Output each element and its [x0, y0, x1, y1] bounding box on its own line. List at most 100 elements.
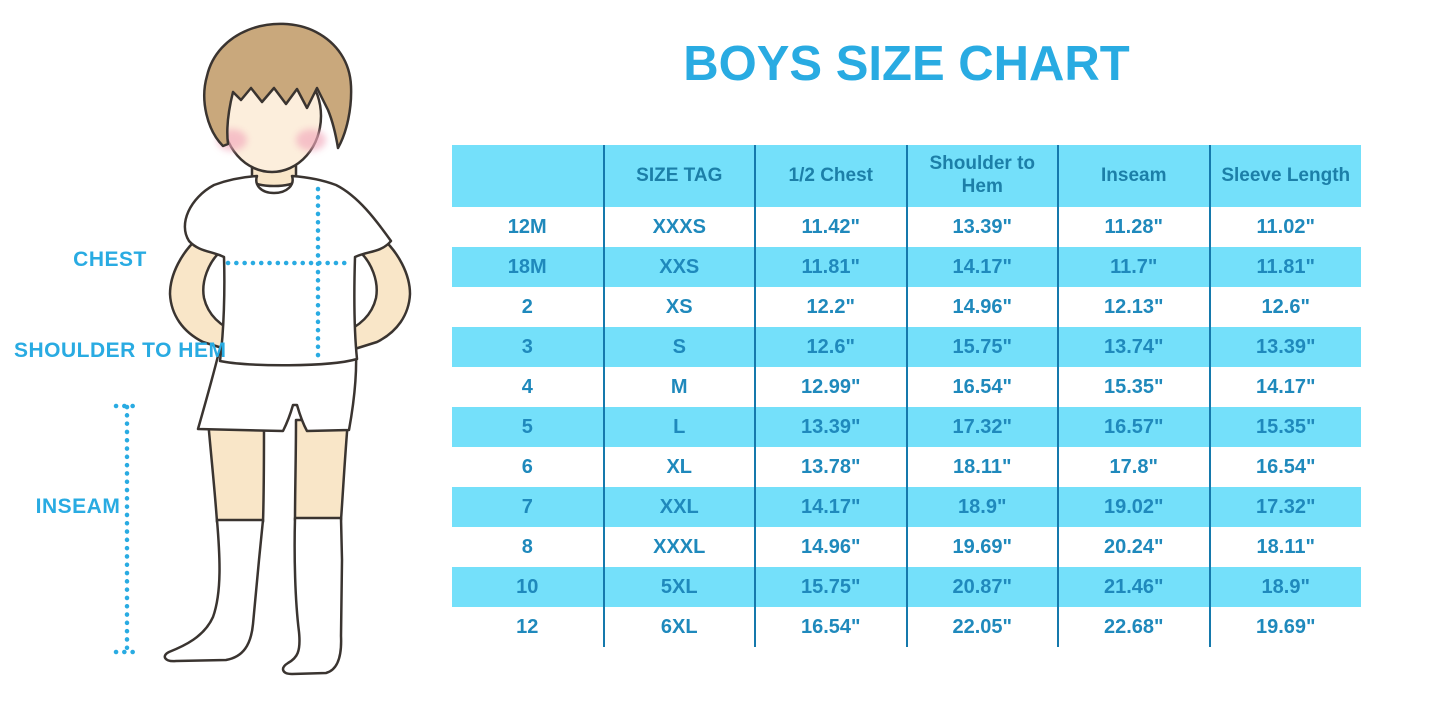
- table-cell: 18M: [452, 247, 604, 287]
- table-cell: 20.87": [905, 567, 1058, 607]
- table-cell: 18.11": [1208, 527, 1361, 567]
- boy-figure-svg: [113, 22, 412, 676]
- table-cell: 19.69": [905, 527, 1058, 567]
- header-row: SIZE TAG 1/2 Chest Shoulder to Hem Inseam Sl…: [452, 145, 1361, 207]
- table-cell: 13.39": [1208, 327, 1361, 367]
- table-cell: 14.96": [905, 287, 1058, 327]
- table-cell: 4: [452, 367, 604, 407]
- table-cell: 18.9": [1208, 567, 1361, 607]
- table-cell: S: [602, 327, 755, 367]
- table-cell: 17.8": [1057, 447, 1210, 487]
- table-cell: 11.7": [1057, 247, 1210, 287]
- table-cell: L: [602, 407, 755, 447]
- table-cell: 20.24": [1057, 527, 1210, 567]
- table-cell: 17.32": [1208, 487, 1361, 527]
- table-cell: 14.96": [754, 527, 907, 567]
- table-cell: 12.99": [754, 367, 907, 407]
- table-cell: 15.35": [1208, 407, 1361, 447]
- table-row: 5 L 13.39" 17.32" 16.57" 15.35": [452, 407, 1361, 447]
- table-cell: 7: [452, 487, 604, 527]
- table-cell: 16.54": [905, 367, 1058, 407]
- table-cell: 11.81": [754, 247, 907, 287]
- column-header: Inseam: [1057, 145, 1210, 207]
- column-header: [452, 145, 604, 207]
- table-cell: 22.68": [1057, 607, 1210, 647]
- table-cell: 15.75": [905, 327, 1058, 367]
- column-header: Sleeve Length: [1208, 145, 1361, 207]
- table-cell: 12.2": [754, 287, 907, 327]
- table-row: 8 XXXL 14.96" 19.69" 20.24" 18.11": [452, 527, 1361, 567]
- left-thigh: [206, 418, 266, 524]
- table-cell: 3: [452, 327, 604, 367]
- shoulder-to-hem-label: SHOULDER TO HEM: [14, 339, 227, 362]
- table-cell: 12M: [452, 207, 604, 247]
- table-cell: 17.32": [905, 407, 1058, 447]
- table-row: 10 5XL 15.75" 20.87" 21.46" 18.9": [452, 567, 1361, 607]
- table-cell: 21.46": [1057, 567, 1210, 607]
- inseam-label: INSEAM: [35, 495, 121, 518]
- chest-label: CHEST: [73, 248, 147, 271]
- left-sock: [163, 518, 265, 663]
- column-header: SIZE TAG: [602, 145, 755, 207]
- table-cell: 6: [452, 447, 604, 487]
- table-cell: 16.54": [1208, 447, 1361, 487]
- boy-figure-illustration: CHEST SHOULDER TO HEM INSEAM: [0, 0, 445, 723]
- table-cell: XXL: [602, 487, 755, 527]
- table-cell: 15.35": [1057, 367, 1210, 407]
- table-cell: 18.9": [905, 487, 1058, 527]
- table-row: 3 S 12.6" 15.75" 13.74" 13.39": [452, 327, 1361, 367]
- table-cell: 13.74": [1057, 327, 1210, 367]
- t-shirt: [183, 174, 393, 367]
- table-cell: 5: [452, 407, 604, 447]
- right-thigh: [293, 418, 350, 522]
- table-cell: 11.02": [1208, 207, 1361, 247]
- table-cell: 13.78": [754, 447, 907, 487]
- hair: [203, 22, 353, 150]
- table-cell: XL: [602, 447, 755, 487]
- table-row: 18M XXS 11.81" 14.17" 11.7" 11.81": [452, 247, 1361, 287]
- table-cell: 8: [452, 527, 604, 567]
- table-cell: 12.13": [1057, 287, 1210, 327]
- table-cell: M: [602, 367, 755, 407]
- table-cell: 11.28": [1057, 207, 1210, 247]
- table-cell: 6XL: [602, 607, 755, 647]
- table-cell: 5XL: [602, 567, 755, 607]
- table-cell: 15.75": [754, 567, 907, 607]
- size-table: SIZE TAG 1/2 Chest Shoulder to Hem Inseam Sl…: [452, 145, 1361, 647]
- page-title: BOYS SIZE CHART: [683, 37, 1130, 91]
- table-row: 12 6XL 16.54" 22.05" 22.68" 19.69": [452, 607, 1361, 647]
- column-header: 1/2 Chest: [754, 145, 907, 207]
- table-cell: 16.57": [1057, 407, 1210, 447]
- table-row: 7 XXL 14.17" 18.9" 19.02" 17.32": [452, 487, 1361, 527]
- table-cell: 10: [452, 567, 604, 607]
- table-row: 4 M 12.99" 16.54" 15.35" 14.17": [452, 367, 1361, 407]
- table-row: 2 XS 12.2" 14.96" 12.13" 12.6": [452, 287, 1361, 327]
- size-table-container: SIZE TAG 1/2 Chest Shoulder to Hem Inseam Sl…: [452, 145, 1361, 647]
- table-cell: 19.02": [1057, 487, 1210, 527]
- column-header: Shoulder to Hem: [905, 145, 1058, 207]
- table-cell: XXXL: [602, 527, 755, 567]
- table-cell: 18.11": [905, 447, 1058, 487]
- table-cell: XS: [602, 287, 755, 327]
- right-cheek-blush: [296, 129, 326, 151]
- table-cell: 11.42": [754, 207, 907, 247]
- table-cell: 22.05": [905, 607, 1058, 647]
- table-cell: 12.6": [1208, 287, 1361, 327]
- table-cell: 19.69": [1208, 607, 1361, 647]
- table-cell: 12: [452, 607, 604, 647]
- right-sock: [281, 516, 344, 676]
- table-cell: 16.54": [754, 607, 907, 647]
- table-cell: 13.39": [754, 407, 907, 447]
- table-cell: XXS: [602, 247, 755, 287]
- table-cell: 14.17": [1208, 367, 1361, 407]
- table-row: 12M XXXS 11.42" 13.39" 11.28" 11.02": [452, 207, 1361, 247]
- table-cell: XXXS: [602, 207, 755, 247]
- table-cell: 12.6": [754, 327, 907, 367]
- table-row: 6 XL 13.78" 18.11" 17.8" 16.54": [452, 447, 1361, 487]
- table-cell: 14.17": [754, 487, 907, 527]
- table-cell: 13.39": [905, 207, 1058, 247]
- table-cell: 11.81": [1208, 247, 1361, 287]
- table-cell: 14.17": [905, 247, 1058, 287]
- table-cell: 2: [452, 287, 604, 327]
